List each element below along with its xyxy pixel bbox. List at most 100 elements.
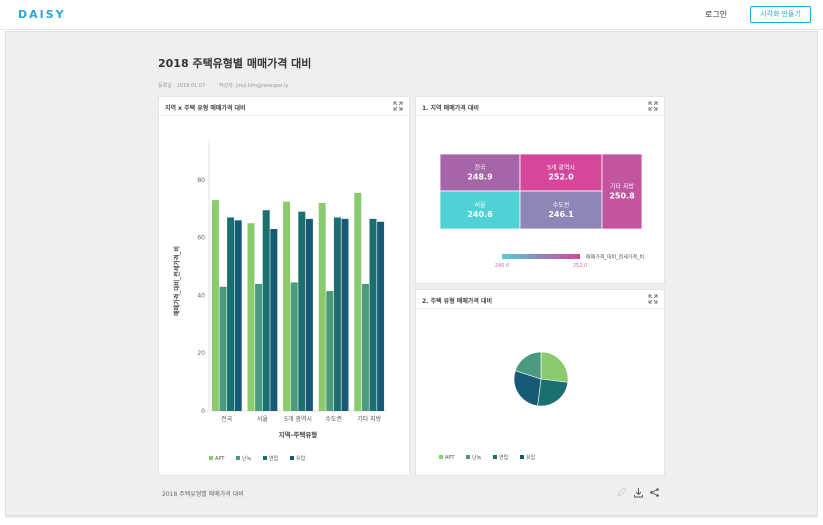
share-icon[interactable] xyxy=(649,487,660,498)
legend-label: APT xyxy=(215,456,225,462)
frame-shadow xyxy=(5,515,818,519)
author: 작성자: jooji.kim@newspel.ly xyxy=(218,83,289,89)
legend-swatch xyxy=(466,455,470,459)
treemap-cell-value: 250.8 xyxy=(609,192,635,201)
y-tick-label: 40 xyxy=(197,292,205,299)
bar[interactable] xyxy=(377,221,385,411)
pie-chart-card: 2. 주택 유형 매매가격 대비 APT 난녹 연립 유압 xyxy=(415,289,665,476)
legend-swatch xyxy=(520,455,524,459)
legend-swatch xyxy=(493,455,497,459)
treemap-cell-value: 240.6 xyxy=(467,210,493,219)
dashboard-frame xyxy=(5,31,818,516)
x-tick-label: 전국 xyxy=(221,415,233,423)
edit-icon[interactable] xyxy=(616,487,627,498)
legend-label: 연립 xyxy=(499,454,508,461)
bar-chart-card: 지역 x 주택 유형 매매가격 대비 0 20 40 60 80 매매가격_대비_전세가격… xyxy=(158,96,410,476)
expand-icon[interactable] xyxy=(648,101,658,111)
bar[interactable] xyxy=(341,218,349,411)
bar[interactable] xyxy=(354,192,362,411)
create-visualization-button[interactable]: 시각화 만들기 xyxy=(750,6,811,23)
bar[interactable] xyxy=(290,282,298,411)
color-scale-min: 240.6 xyxy=(495,263,509,269)
bar[interactable] xyxy=(318,203,326,411)
bar[interactable] xyxy=(262,210,270,411)
treemap-cell-label: 서울 xyxy=(474,201,486,209)
pie-chart: APT 난녹 연립 유압 xyxy=(439,351,569,461)
treemap-cell-label: 5개 광역시 xyxy=(547,164,575,172)
bar[interactable] xyxy=(255,283,263,411)
legend-swatch xyxy=(209,456,213,460)
legend-swatch xyxy=(290,456,294,460)
y-tick-label: 80 xyxy=(197,177,205,184)
x-tick-label: 5개 광역시 xyxy=(284,415,312,423)
treemap-cell[interactable] xyxy=(601,153,643,230)
download-icon[interactable] xyxy=(633,487,644,498)
treemap-cell[interactable] xyxy=(439,190,521,230)
expand-icon[interactable] xyxy=(648,294,658,304)
x-tick-label: 수도권 xyxy=(325,415,342,423)
x-axis-label: 지역-주택유형 xyxy=(279,430,318,439)
bar[interactable] xyxy=(247,223,255,411)
card-header: 1. 지역 매매가격 대비 xyxy=(416,97,664,116)
color-scale-bar xyxy=(502,254,580,259)
bar[interactable] xyxy=(333,217,341,411)
card-title: 1. 지역 매매가격 대비 xyxy=(422,105,479,112)
treemap-cell[interactable] xyxy=(519,190,603,230)
footer-title: 2018 주택유형별 매매가격 대비 xyxy=(162,491,244,498)
registered-date: 등록일 : 2019.01.07 xyxy=(158,83,206,89)
treemap-cell-value: 248.9 xyxy=(467,173,493,182)
x-tick-label: 서울 xyxy=(257,415,269,423)
bar[interactable] xyxy=(227,217,235,411)
bar[interactable] xyxy=(283,201,291,411)
legend-swatch xyxy=(439,455,443,459)
bar[interactable] xyxy=(326,291,334,411)
card-title: 2. 주택 유형 매매가격 대비 xyxy=(422,298,493,305)
legend-swatch xyxy=(236,456,240,460)
y-tick-label: 60 xyxy=(197,235,205,242)
y-tick-label: 0 xyxy=(201,408,205,415)
card-header: 지역 x 주택 유형 매매가격 대비 xyxy=(159,97,409,116)
card-header: 2. 주택 유형 매매가격 대비 xyxy=(416,290,664,309)
legend-label: 연립 xyxy=(269,455,278,462)
bar[interactable] xyxy=(219,286,227,411)
legend-label: 유압 xyxy=(526,454,536,461)
color-scale-max: 252.0 xyxy=(573,263,587,269)
legend-label: APT xyxy=(445,455,455,461)
bar[interactable] xyxy=(305,218,313,411)
card-title: 지역 x 주택 유형 매매가격 대비 xyxy=(165,105,246,112)
pie-slice[interactable] xyxy=(540,351,569,383)
bar[interactable] xyxy=(211,200,219,411)
x-tick-label: 기타 지방 xyxy=(357,415,381,423)
bar[interactable] xyxy=(361,283,369,411)
y-axis-label: 매매가격_대비_전세가격_비 xyxy=(173,246,181,316)
pie-slice[interactable] xyxy=(513,370,542,407)
treemap-card: 1. 지역 매매가격 대비 전국 248.9 5개 광역시 252.0 서울 240.6 수… xyxy=(415,96,665,284)
bar-chart: 0 20 40 60 80 매매가격_대비_전세가격_비전국 서울 5개 광역시 수도권 기타 지… xyxy=(173,141,387,462)
expand-icon[interactable] xyxy=(393,101,403,111)
page-title: 2018 주택유형별 매매가격 대비 xyxy=(158,57,312,70)
treemap-cell[interactable] xyxy=(519,153,603,192)
login-link[interactable]: 로그인 xyxy=(705,10,728,19)
treemap-cell-value: 252.0 xyxy=(548,173,574,182)
bar[interactable] xyxy=(369,218,377,411)
pie-slice[interactable] xyxy=(537,378,569,407)
top-navigation-bar: DAISY 로그인 시각화 만들기 xyxy=(0,0,823,30)
daisy-logo[interactable]: DAISY xyxy=(18,8,66,21)
legend-label: 유압 xyxy=(296,455,306,462)
treemap-cell-value: 246.1 xyxy=(548,210,574,219)
treemap-cell-label: 전국 xyxy=(474,164,486,172)
legend-label: 난녹 xyxy=(472,454,482,461)
legend-swatch xyxy=(263,456,267,460)
y-tick-label: 20 xyxy=(197,350,205,357)
page-meta: 등록일 : 2019.01.07 작성자: jooji.kim@newspel.… xyxy=(158,82,301,89)
bar[interactable] xyxy=(298,211,306,411)
treemap-cell[interactable] xyxy=(439,153,521,192)
bar[interactable] xyxy=(234,220,242,411)
treemap-cell-label: 수도권 xyxy=(553,201,570,209)
bar[interactable] xyxy=(270,229,278,411)
color-scale-label: 매매가격_대비_전세가격_비 xyxy=(586,254,644,261)
legend-label: 난녹 xyxy=(242,455,252,462)
dashboard-footer: 2018 주택유형별 매매가격 대비 xyxy=(158,485,665,502)
pie-slice[interactable] xyxy=(514,351,542,380)
